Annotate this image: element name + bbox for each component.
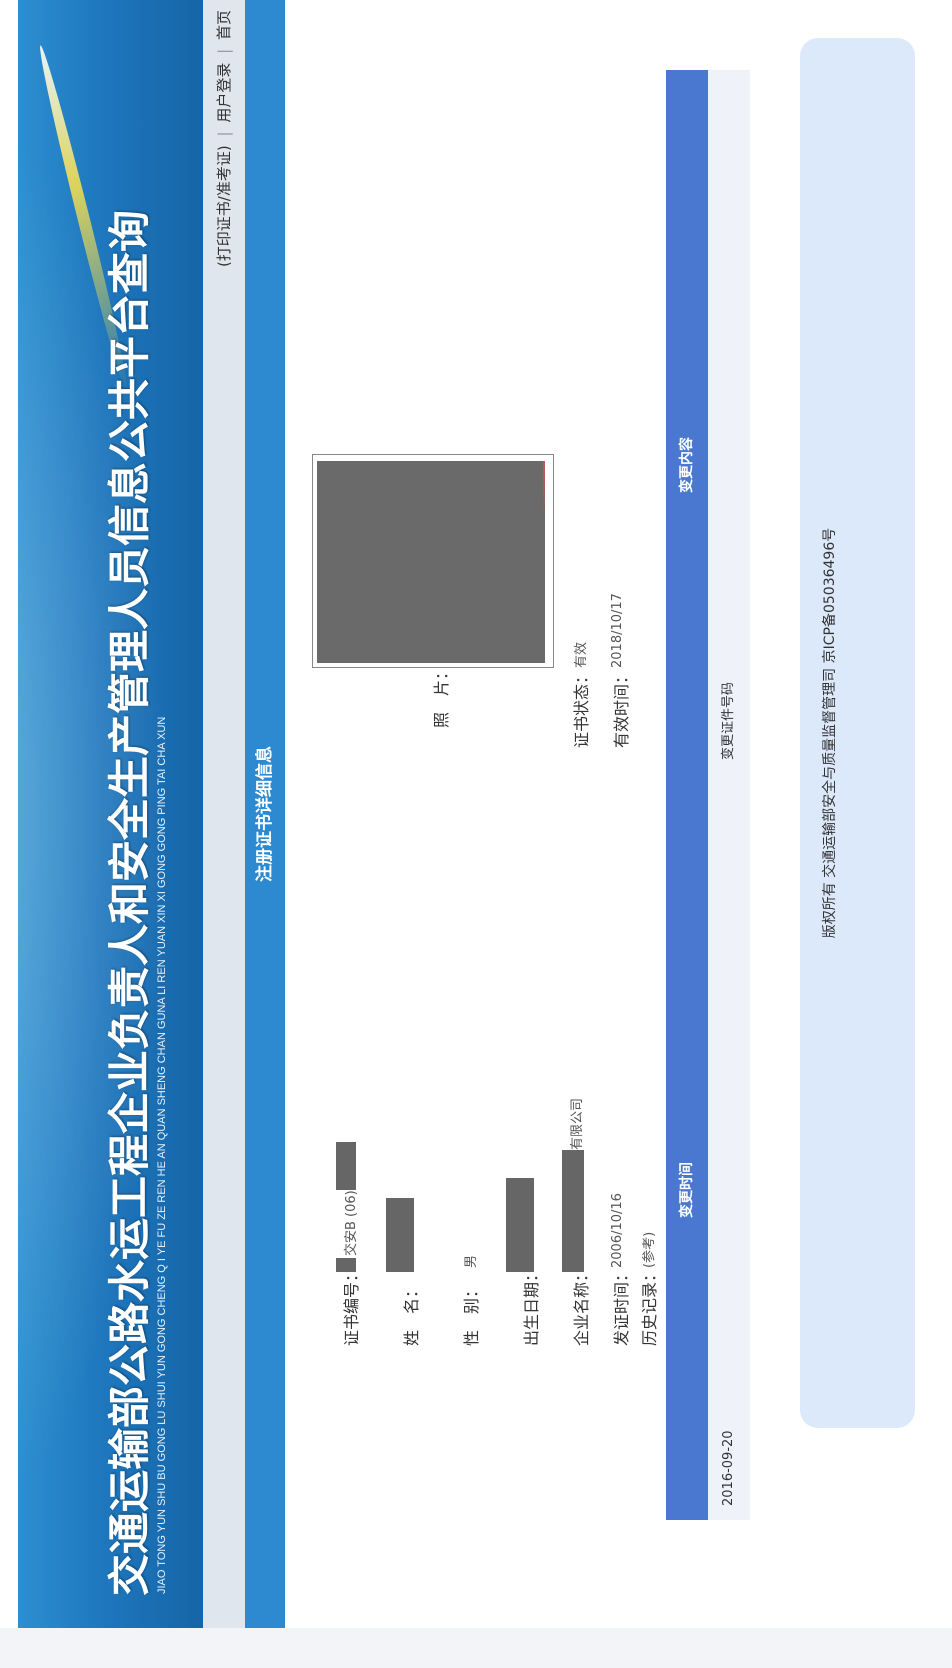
name-redaction xyxy=(386,1198,414,1272)
company-name-value: 有限公司 xyxy=(570,1097,585,1150)
photo-redaction xyxy=(317,461,545,663)
history-table-header: 变更时间 变更内容 xyxy=(666,70,708,1520)
user-login-link[interactable]: 用户登录 xyxy=(215,62,233,123)
cert-no-value: 交安B (06)G xyxy=(344,1180,359,1256)
print-certificate-link[interactable]: (打印证书/准考证) xyxy=(215,145,233,268)
column-header-change-content: 变更内容 xyxy=(679,437,695,493)
cert-no-redaction xyxy=(336,1142,356,1190)
birth-date-redaction xyxy=(506,1178,534,1272)
site-title-pinyin: JIAO TONG YUN SHU BU GONG LU SHUI YUN GO… xyxy=(156,716,168,1594)
gender-label: 性 别： xyxy=(462,1281,481,1346)
column-header-change-time: 变更时间 xyxy=(679,1162,695,1218)
home-link[interactable]: 首页 xyxy=(215,10,233,41)
cert-status-value: 有效 xyxy=(574,641,589,668)
cert-no-redaction xyxy=(336,1258,356,1272)
valid-date-value: 2018/10/17 xyxy=(610,593,625,668)
name-label: 姓 名： xyxy=(402,1281,421,1346)
table-cell-change-time: 2016-09-20 xyxy=(721,1430,736,1506)
nav-strip: (打印证书/准考证) | 用户登录 | 首页 xyxy=(203,0,245,1628)
photo-label: 照 片： xyxy=(432,663,451,728)
cert-status-label: 证书状态： xyxy=(572,667,591,748)
issue-date-label: 发证时间： xyxy=(612,1265,631,1346)
table-row: 2016-09-20 变更证件号码 xyxy=(708,70,750,1520)
photo-edge xyxy=(543,461,545,663)
footer-copyright: 版权所有 交通运输部安全与质量监督管理司 京ICP备05036496号 xyxy=(822,527,838,939)
history-label: 历史记录： xyxy=(640,1265,659,1346)
valid-date-label: 有效时间： xyxy=(612,667,631,748)
photo-frame xyxy=(312,454,554,668)
history-value[interactable]: (参考) xyxy=(642,1231,657,1268)
issue-date-value: 2006/10/16 xyxy=(610,1193,625,1268)
left-gutter xyxy=(0,1628,952,1668)
company-name-redaction xyxy=(562,1150,584,1272)
section-title: 注册证书详细信息 xyxy=(255,746,275,882)
table-cell-change-content: 变更证件号码 xyxy=(721,681,736,760)
link-separator: | xyxy=(215,48,233,54)
link-separator: | xyxy=(215,131,233,137)
site-title: 交通运输部公路水运工程企业负责人和安全生产管理人员信息公共平台查询 xyxy=(105,209,154,1596)
top-links: (打印证书/准考证) | 用户登录 | 首页 xyxy=(213,10,234,267)
header-banner: 交通运输部公路水运工程企业负责人和安全生产管理人员信息公共平台查询 JIAO T… xyxy=(18,0,203,1628)
company-name-label: 企业名称： xyxy=(572,1265,591,1346)
birth-date-label: 出生日期： xyxy=(522,1265,541,1346)
gender-value: 男 xyxy=(464,1254,479,1268)
cert-no-label: 证书编号： xyxy=(342,1265,361,1346)
footer: 版权所有 交通运输部安全与质量监督管理司 京ICP备05036496号 xyxy=(800,38,915,1428)
section-title-bar: 注册证书详细信息 xyxy=(245,0,285,1628)
